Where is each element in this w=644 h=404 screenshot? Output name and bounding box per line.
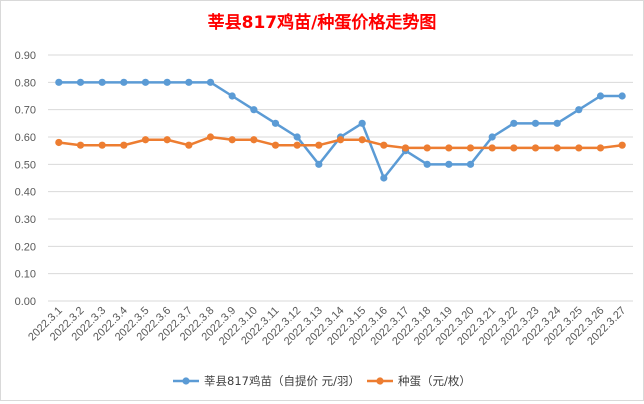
- data-point: [575, 144, 583, 152]
- data-point: [206, 133, 215, 141]
- data-point: [141, 78, 150, 86]
- x-axis-ticks: 2022.3.12022.3.22022.3.32022.3.42022.3.5…: [26, 305, 628, 348]
- data-point: [445, 160, 453, 168]
- series-lines: [55, 78, 626, 182]
- data-point: [55, 78, 63, 86]
- y-tick-label: 0.70: [15, 105, 36, 117]
- legend-marker: [376, 377, 384, 385]
- data-point: [553, 144, 561, 152]
- data-point: [423, 144, 431, 152]
- y-tick-label: 0.40: [15, 187, 36, 199]
- data-point: [575, 106, 583, 114]
- data-point: [120, 141, 128, 149]
- y-tick-label: 0.50: [15, 159, 36, 171]
- legend-item: 莘县817鸡苗（自提价 元/羽）: [173, 374, 360, 388]
- data-point: [618, 141, 626, 149]
- data-point: [76, 78, 85, 86]
- data-point: [228, 92, 236, 100]
- data-point: [510, 144, 518, 152]
- data-point: [163, 136, 171, 144]
- y-tick-label: 0.80: [15, 77, 36, 89]
- data-point: [531, 144, 540, 152]
- data-point: [228, 136, 236, 144]
- data-point: [488, 133, 496, 141]
- y-tick-label: 0.60: [15, 132, 36, 144]
- series-2: [55, 133, 626, 152]
- data-point: [315, 141, 323, 149]
- y-tick-label: 0.20: [15, 241, 36, 253]
- data-point: [271, 141, 280, 149]
- series-line: [57, 81, 624, 180]
- data-point: [358, 119, 366, 127]
- gridlines: [48, 54, 633, 302]
- data-point: [141, 136, 150, 144]
- data-point: [466, 144, 475, 152]
- data-point: [488, 144, 496, 152]
- y-tick-label: 0.10: [15, 269, 36, 281]
- data-point: [618, 92, 626, 100]
- data-point: [466, 160, 475, 168]
- legend-marker: [182, 377, 190, 385]
- chart-title: 莘县817鸡苗/种蛋价格走势图: [208, 12, 437, 33]
- data-point: [423, 160, 431, 168]
- legend: 莘县817鸡苗（自提价 元/羽） 种蛋（元/枚）: [173, 374, 471, 388]
- data-point: [596, 92, 605, 100]
- data-point: [510, 119, 518, 127]
- data-point: [55, 138, 63, 147]
- data-point: [271, 119, 280, 127]
- data-point: [293, 133, 301, 141]
- y-tick-label: 0.90: [15, 50, 36, 62]
- data-point: [445, 144, 453, 152]
- data-point: [531, 119, 540, 127]
- data-point: [185, 78, 193, 86]
- data-point: [315, 160, 323, 168]
- data-point: [293, 141, 301, 149]
- data-point: [401, 144, 410, 152]
- data-point: [185, 141, 193, 149]
- data-point: [76, 141, 85, 149]
- data-point: [250, 136, 258, 144]
- data-point: [120, 78, 128, 86]
- y-tick-label: 0.30: [15, 214, 36, 226]
- data-point: [206, 78, 215, 86]
- data-point: [596, 144, 605, 152]
- data-point: [98, 78, 106, 86]
- data-point: [553, 119, 561, 127]
- data-point: [163, 78, 171, 86]
- data-point: [380, 141, 388, 149]
- legend-label: 莘县817鸡苗（自提价 元/羽）: [204, 374, 360, 388]
- series-1: [55, 78, 626, 182]
- data-point: [358, 136, 366, 144]
- y-tick-label: 0.00: [15, 296, 36, 308]
- legend-item: 种蛋（元/枚）: [367, 374, 471, 388]
- data-point: [336, 136, 345, 144]
- data-point: [250, 106, 258, 114]
- data-point: [380, 174, 388, 182]
- y-axis-ticks: 0.00 0.10 0.20 0.30 0.40 0.50 0.60 0.70 0.80 0.90: [15, 50, 36, 308]
- data-point: [98, 141, 106, 149]
- legend-label: 种蛋（元/枚）: [398, 374, 471, 388]
